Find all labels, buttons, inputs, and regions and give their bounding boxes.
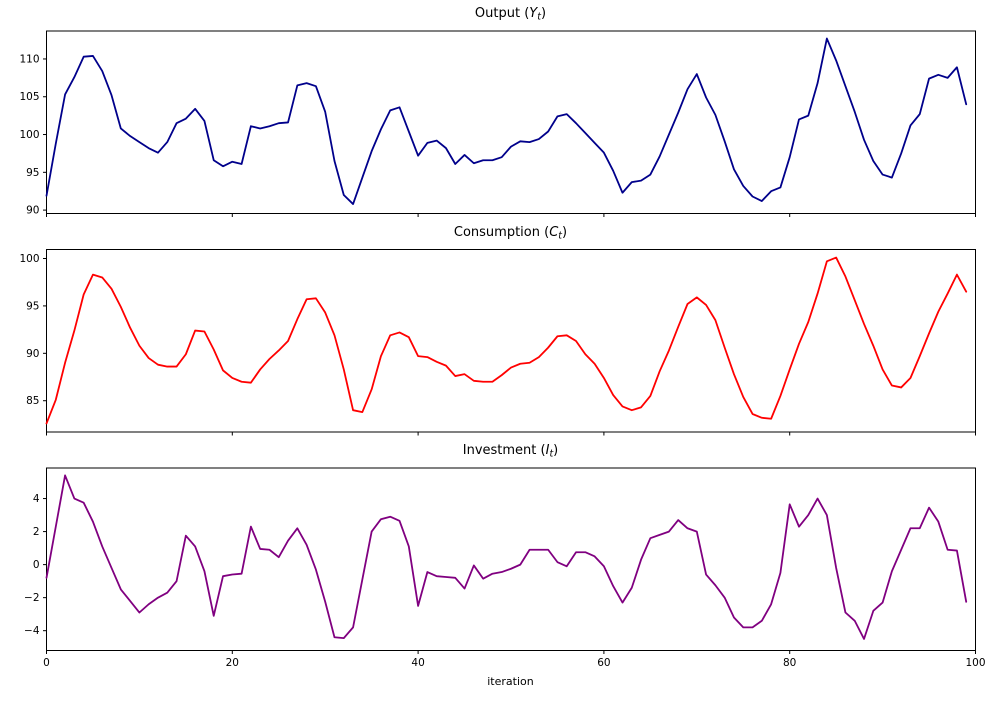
- title-text: ): [553, 443, 559, 458]
- x-tick-label: 80: [783, 657, 796, 669]
- y-tick-label: 0: [33, 559, 40, 571]
- title-text: Investment (: [462, 443, 546, 458]
- y-tick-label: 100: [19, 253, 39, 265]
- series-line-1: [45, 256, 968, 425]
- title-subscript: t: [549, 448, 554, 460]
- y-tick-label: 90: [26, 348, 39, 360]
- title-variable: I: [545, 443, 550, 458]
- y-tick-label: 95: [26, 300, 39, 312]
- x-tick-label: 60: [597, 657, 610, 669]
- y-tick-label: 4: [33, 493, 40, 505]
- y-tick-label: 90: [26, 205, 39, 217]
- series-line-0: [45, 37, 968, 205]
- axes-border: [46, 467, 976, 651]
- y-tick-label: 100: [19, 129, 39, 141]
- x-tick-label: 0: [43, 657, 50, 669]
- series-line-2: [45, 474, 968, 640]
- y-tick-label: −2: [24, 592, 39, 604]
- title-variable: Y: [529, 6, 538, 21]
- title-variable: C: [549, 224, 559, 240]
- axes-border: [46, 249, 976, 433]
- title-text: ): [540, 6, 547, 21]
- chart-title-output: Output (Yt): [46, 6, 975, 23]
- x-axis-label: iteration: [487, 675, 534, 688]
- y-tick-label: 2: [33, 526, 40, 538]
- x-tick-label: 100: [965, 657, 985, 669]
- y-tick-label: −4: [24, 625, 40, 637]
- x-tick-label: 40: [411, 657, 424, 669]
- title-subscript: t: [558, 230, 563, 241]
- title-text: ): [562, 224, 568, 240]
- chart-title-investment: Investment (It): [46, 443, 975, 460]
- title-text: Output (: [474, 6, 530, 21]
- y-tick-label: 95: [26, 167, 39, 179]
- title-subscript: t: [537, 11, 541, 23]
- axes-border: [46, 30, 976, 214]
- x-tick-label: 20: [226, 657, 239, 669]
- y-tick-label: 85: [26, 395, 39, 407]
- chart-title-consumption: Consumption (Ct): [46, 225, 975, 242]
- y-tick-label: 110: [19, 53, 39, 65]
- y-tick-label: 105: [19, 91, 39, 103]
- title-text: Consumption (: [453, 224, 550, 240]
